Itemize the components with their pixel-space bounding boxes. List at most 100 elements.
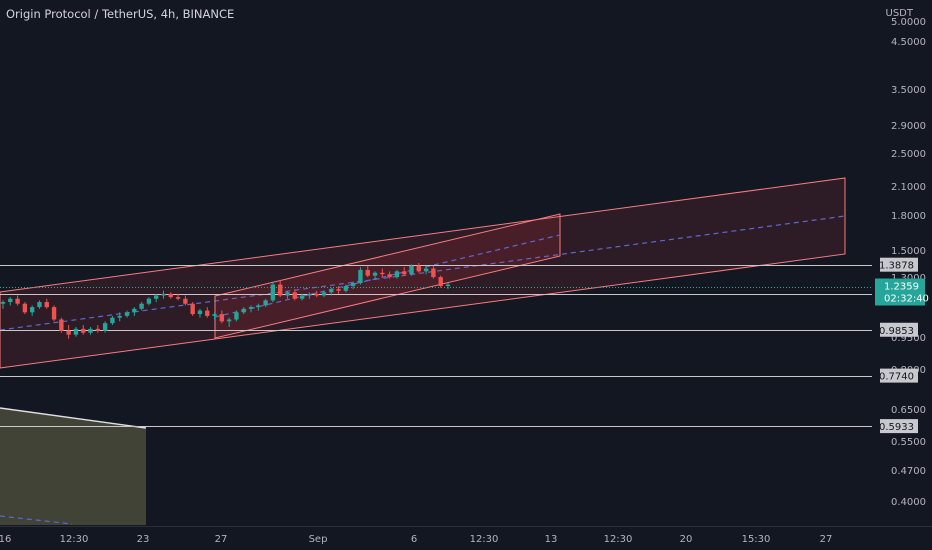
candle[interactable] bbox=[29, 307, 35, 313]
candle[interactable] bbox=[205, 310, 210, 316]
candle[interactable] bbox=[365, 269, 370, 276]
price-level-tag bbox=[880, 257, 918, 272]
price-axis-label: 1.8000 bbox=[891, 211, 926, 222]
price-axis-label: 2.5000 bbox=[891, 149, 926, 160]
candle[interactable] bbox=[285, 292, 290, 296]
candle[interactable] bbox=[292, 292, 297, 299]
candle[interactable] bbox=[343, 286, 349, 291]
time-axis-label: 16 bbox=[0, 534, 11, 545]
last-price-tag bbox=[875, 278, 925, 306]
candle[interactable] bbox=[146, 298, 152, 304]
candle[interactable] bbox=[358, 269, 363, 284]
price-level-tag-label: 1.3878 bbox=[879, 261, 914, 272]
candle[interactable] bbox=[256, 305, 261, 308]
price-level-tag bbox=[880, 322, 918, 337]
candle[interactable] bbox=[190, 303, 195, 315]
candle[interactable] bbox=[8, 298, 13, 303]
time-axis-label: Sep bbox=[309, 534, 328, 545]
price-axis-label: 0.4000 bbox=[891, 497, 926, 508]
candle[interactable] bbox=[431, 268, 436, 278]
candle[interactable] bbox=[445, 284, 451, 287]
price-axis-label: 0.6500 bbox=[891, 405, 926, 416]
candle[interactable] bbox=[124, 312, 130, 316]
candle[interactable] bbox=[66, 330, 71, 335]
candle[interactable] bbox=[219, 314, 225, 322]
price-axis-label: 0.4700 bbox=[891, 466, 926, 477]
candle[interactable] bbox=[0, 302, 6, 304]
highlight-box bbox=[0, 408, 146, 525]
candle[interactable] bbox=[175, 297, 181, 299]
candle[interactable] bbox=[73, 328, 79, 335]
price-axis-label: 5.0000 bbox=[891, 17, 926, 28]
candle[interactable] bbox=[416, 265, 422, 272]
time-axis-label: 20 bbox=[680, 534, 693, 545]
price-level-tag bbox=[880, 368, 918, 383]
candle[interactable] bbox=[110, 317, 115, 324]
candle[interactable] bbox=[314, 293, 319, 296]
candle[interactable] bbox=[234, 312, 239, 320]
candle[interactable] bbox=[380, 272, 385, 275]
candle[interactable] bbox=[132, 308, 137, 313]
price-axis-label: 4.5000 bbox=[891, 37, 926, 48]
candle[interactable] bbox=[263, 300, 268, 306]
channel-midline-large bbox=[0, 215, 846, 331]
price-axis-label: 0.5500 bbox=[891, 437, 926, 448]
candle[interactable] bbox=[183, 298, 188, 304]
candle[interactable] bbox=[387, 274, 392, 278]
candle[interactable] bbox=[409, 265, 414, 275]
candle[interactable] bbox=[372, 272, 378, 276]
time-axis-label: 13 bbox=[545, 534, 558, 545]
time-axis-label: 27 bbox=[820, 534, 833, 545]
time-axis-label: 15:30 bbox=[742, 534, 771, 545]
trend-line-white bbox=[0, 407, 147, 429]
price-level-tag-label: 0.5933 bbox=[879, 422, 914, 433]
candle[interactable] bbox=[212, 314, 217, 316]
candle[interactable] bbox=[102, 323, 108, 331]
candle[interactable] bbox=[248, 307, 254, 309]
candle[interactable] bbox=[51, 307, 57, 320]
candle[interactable] bbox=[278, 284, 283, 296]
candle[interactable] bbox=[95, 328, 101, 331]
candle[interactable] bbox=[402, 271, 407, 275]
candle[interactable] bbox=[15, 298, 20, 304]
candle[interactable] bbox=[299, 295, 305, 299]
candle[interactable] bbox=[270, 284, 276, 301]
bar-countdown-label: 02:32:40 bbox=[884, 294, 929, 305]
candle[interactable] bbox=[423, 268, 429, 272]
candle[interactable] bbox=[241, 308, 246, 313]
candle[interactable] bbox=[336, 289, 341, 291]
candle[interactable] bbox=[81, 328, 86, 333]
time-axis-label: 12:30 bbox=[470, 534, 499, 545]
last-price-label: 1.2359 bbox=[884, 282, 919, 293]
candle[interactable] bbox=[139, 303, 144, 309]
candle[interactable] bbox=[350, 283, 356, 287]
price-axis-label: 2.9000 bbox=[891, 121, 926, 132]
candle[interactable] bbox=[197, 310, 203, 315]
time-axis-label: 12:30 bbox=[60, 534, 89, 545]
candle[interactable] bbox=[37, 302, 42, 308]
time-axis-label: 27 bbox=[215, 534, 228, 545]
candle[interactable] bbox=[117, 315, 122, 318]
dashed-line-lower bbox=[0, 515, 73, 525]
candle[interactable] bbox=[161, 293, 166, 296]
candle[interactable] bbox=[394, 271, 400, 278]
candle[interactable] bbox=[168, 293, 173, 298]
candle[interactable] bbox=[88, 328, 93, 333]
candle[interactable] bbox=[438, 277, 443, 287]
chart-title: Origin Protocol / TetherUS, 4h, BINANCE bbox=[6, 7, 235, 21]
candle[interactable] bbox=[44, 302, 49, 308]
price-level-tag-label: 0.7740 bbox=[879, 372, 914, 383]
candle[interactable] bbox=[226, 319, 232, 322]
candle[interactable] bbox=[154, 295, 159, 299]
price-axis-label: 2.1000 bbox=[891, 182, 926, 193]
candle[interactable] bbox=[329, 289, 334, 293]
candle[interactable] bbox=[22, 303, 28, 313]
time-axis-label: 12:30 bbox=[604, 534, 633, 545]
candle[interactable] bbox=[307, 293, 312, 296]
price-level-tag-label: 0.9853 bbox=[879, 326, 914, 337]
candle[interactable] bbox=[321, 292, 327, 296]
candle[interactable] bbox=[59, 319, 64, 331]
